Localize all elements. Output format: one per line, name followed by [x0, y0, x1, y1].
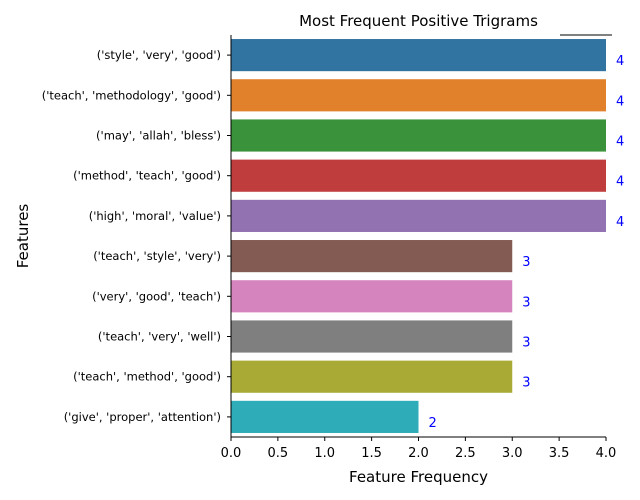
y-tick-label-9: ('teach', 'method', 'good')	[73, 370, 221, 384]
x-tick-label-3: 1.0	[314, 446, 335, 461]
y-tick-label-3: ('may', 'allah', 'bless')	[96, 129, 221, 143]
value-label-2: 4	[616, 94, 624, 109]
value-label-8: 3	[522, 336, 530, 351]
x-axis-ticks: 0.0 0.5 1.0 1.5 2.0 2.5 3.0 3.5 4.0	[221, 437, 617, 461]
y-tick-label-2: ('teach', 'methodology', 'good')	[42, 88, 221, 102]
y-tick-label-4: ('method', 'teach', 'good')	[73, 169, 221, 183]
value-label-6: 3	[522, 255, 530, 270]
value-label-5: 4	[616, 215, 624, 230]
bars-group	[231, 39, 606, 433]
y-tick-label-8: ('teach', 'very', 'well')	[98, 330, 221, 344]
x-tick-label-5: 2.0	[408, 446, 429, 461]
value-label-7: 3	[522, 295, 530, 310]
bar-10	[231, 400, 419, 433]
y-axis-label: Features	[14, 204, 32, 269]
bar-1	[231, 39, 606, 72]
bar-8	[231, 320, 513, 353]
bar-3	[231, 119, 606, 152]
value-label-10: 2	[429, 416, 437, 431]
y-tick-label-7: ('very', 'good', 'teach')	[92, 289, 221, 303]
value-label-4: 4	[616, 175, 624, 190]
bar-5	[231, 199, 606, 232]
bar-6	[231, 240, 513, 273]
value-label-9: 3	[522, 376, 530, 391]
bar-2	[231, 79, 606, 112]
bar-4	[231, 159, 606, 192]
value-label-1: 4	[616, 54, 624, 69]
chart-title: Most Frequent Positive Trigrams	[299, 12, 538, 30]
x-tick-label-2: 0.5	[268, 446, 289, 461]
y-tick-label-10: ('give', 'proper', 'attention')	[64, 410, 221, 424]
x-tick-label-9: 4.0	[596, 446, 617, 461]
y-tick-label-5: ('high', 'moral', 'value')	[89, 209, 221, 223]
x-tick-label-1: 0.0	[221, 446, 242, 461]
x-tick-label-7: 3.0	[502, 446, 523, 461]
y-tick-label-6: ('teach', 'style', 'very')	[93, 249, 221, 263]
value-labels-group: 4 4 4 4 4 3 3 3 3 2	[429, 54, 625, 431]
x-axis-label: Feature Frequency	[349, 468, 488, 486]
bar-7	[231, 280, 513, 313]
x-tick-label-6: 2.5	[455, 446, 476, 461]
y-axis-ticks: ('style', 'very', 'good') ('teach', 'meth…	[42, 48, 231, 424]
x-tick-label-4: 1.5	[361, 446, 382, 461]
x-tick-label-8: 3.5	[549, 446, 570, 461]
bar-9	[231, 360, 513, 393]
y-tick-label-1: ('style', 'very', 'good')	[97, 48, 221, 62]
value-label-3: 4	[616, 135, 624, 150]
